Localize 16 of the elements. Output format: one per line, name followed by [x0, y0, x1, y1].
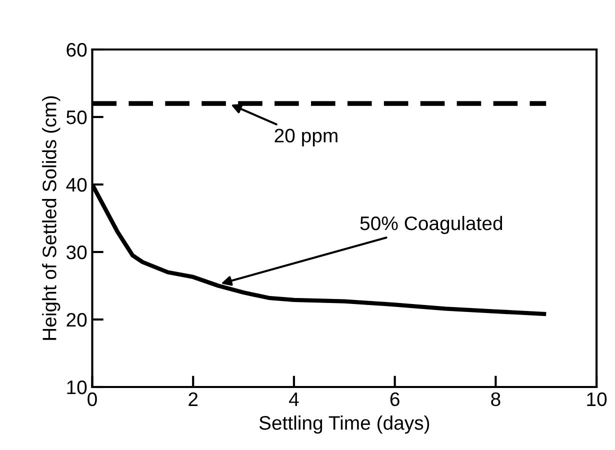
x-tick-label: 8	[491, 392, 500, 406]
x-tick-label: 4	[289, 392, 299, 406]
y-tick-label: 30	[66, 245, 87, 260]
y-tick-label: 60	[66, 42, 87, 57]
x-tick-label: 6	[390, 392, 400, 406]
y-tick-label: 40	[66, 178, 87, 192]
y-axis-title: Height of Settled Solids (cm)	[42, 96, 60, 340]
x-tick-label: 0	[88, 392, 97, 406]
y-tick-label: 20	[66, 312, 87, 327]
y-tick-label: 10	[67, 380, 87, 394]
x-axis-title: Settling Time (days)	[259, 416, 430, 434]
annotation: 50% Coagulated	[360, 216, 502, 234]
x-tick-label: 10	[587, 392, 607, 406]
annotation: 20 ppm	[274, 128, 338, 146]
y-tick-label: 50	[66, 110, 87, 124]
x-tick-label: 2	[188, 392, 198, 406]
